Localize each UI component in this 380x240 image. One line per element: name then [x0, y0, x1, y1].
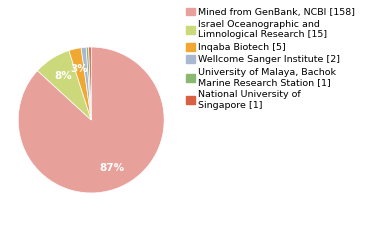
Wedge shape: [89, 47, 91, 120]
Text: 87%: 87%: [100, 163, 125, 173]
Legend: Mined from GenBank, NCBI [158], Israel Oceanographic and
Limnological Research [: Mined from GenBank, NCBI [158], Israel O…: [183, 5, 358, 113]
Text: 3%: 3%: [71, 64, 89, 74]
Wedge shape: [81, 47, 91, 120]
Wedge shape: [18, 47, 164, 193]
Wedge shape: [69, 48, 91, 120]
Text: 8%: 8%: [54, 71, 72, 81]
Wedge shape: [86, 47, 91, 120]
Wedge shape: [38, 51, 91, 120]
